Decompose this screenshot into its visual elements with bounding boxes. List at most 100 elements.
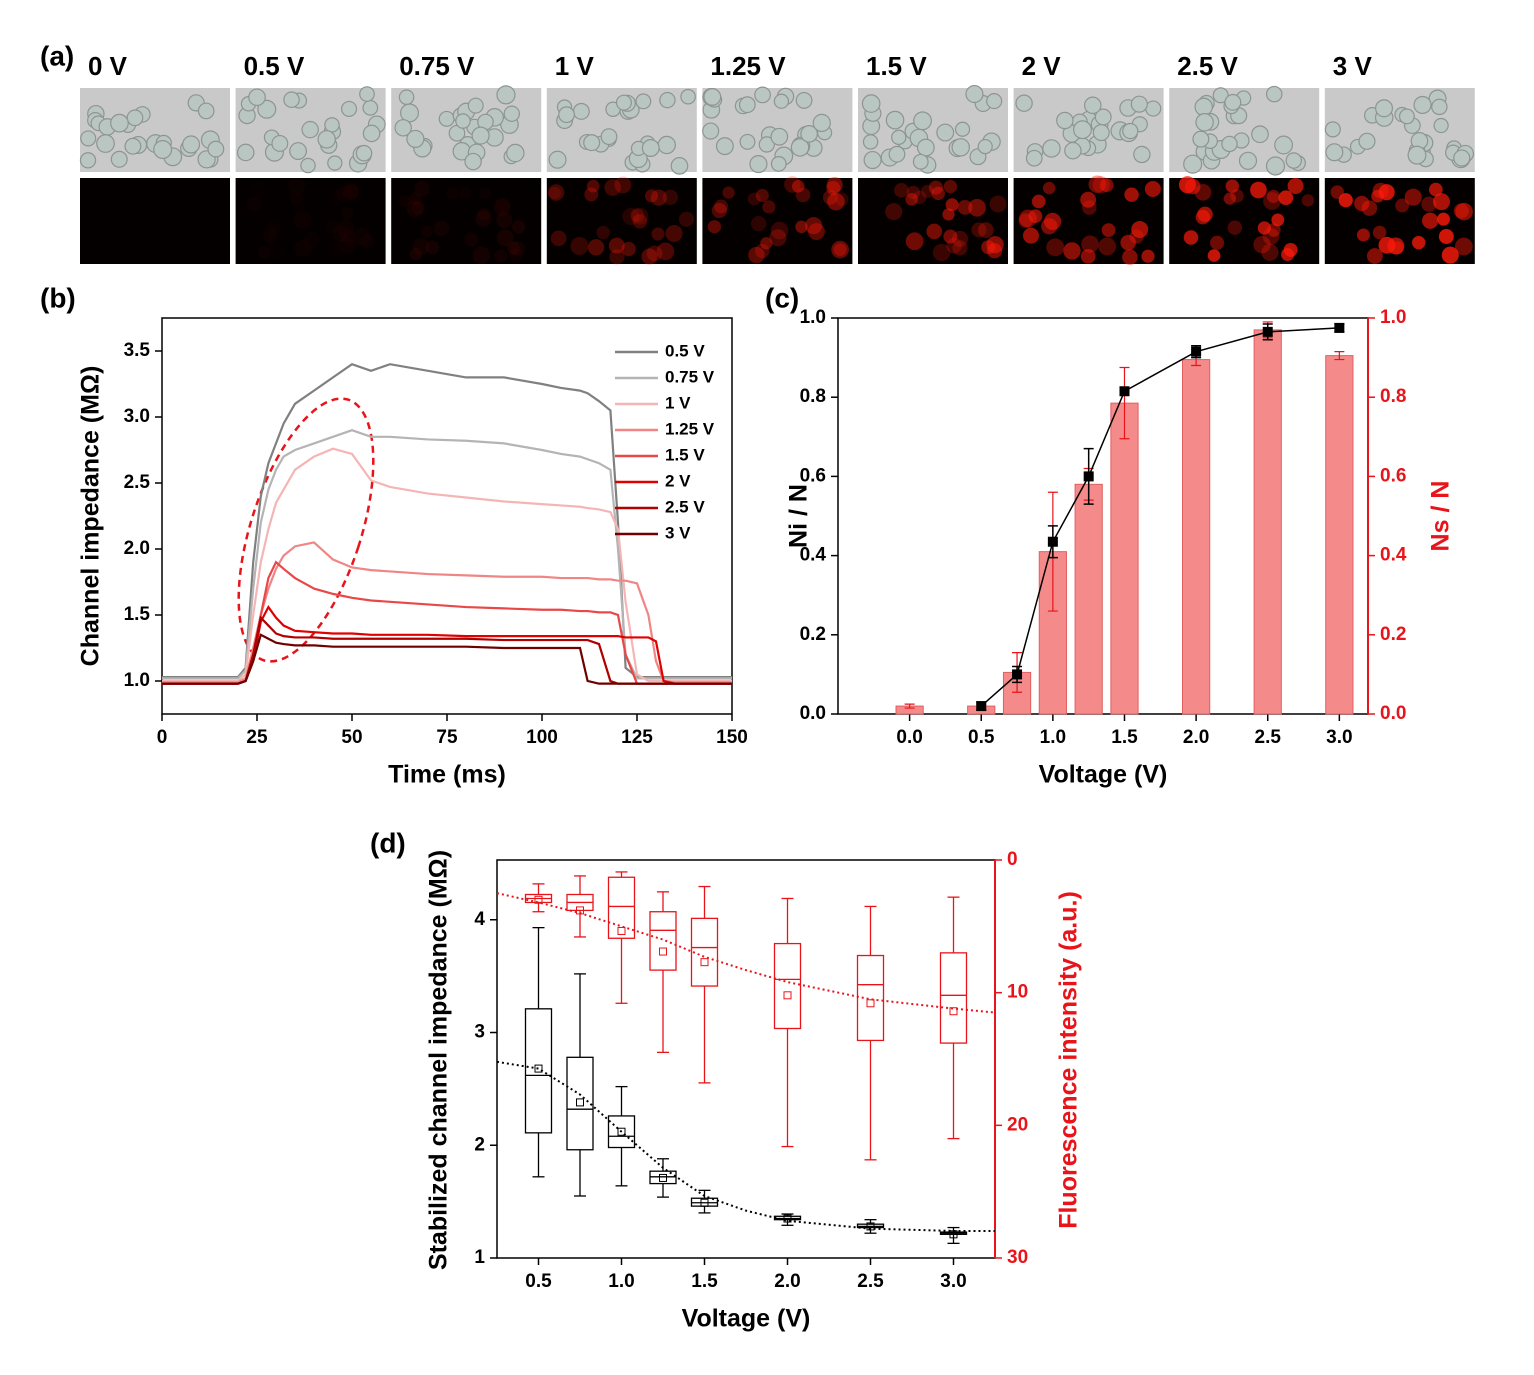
stained-cell: [1372, 225, 1387, 240]
stained-cell: [472, 246, 491, 265]
stained-cell: [906, 185, 921, 200]
stained-cell: [714, 199, 728, 214]
point: [976, 701, 987, 712]
stained-cell: [1120, 234, 1136, 251]
stained-cell: [630, 208, 645, 223]
stained-cell: [268, 243, 284, 259]
cell: [355, 144, 373, 162]
stained-cell: [433, 220, 450, 237]
stained-cell: [945, 198, 959, 212]
cell: [773, 93, 790, 109]
stained-cell: [662, 189, 679, 205]
cell: [394, 119, 412, 137]
y-tick-label: 0.0: [800, 703, 826, 724]
stained-cell: [344, 184, 359, 199]
cell: [1221, 135, 1238, 153]
y-tick-label: 2: [474, 1134, 485, 1155]
stained-cell: [894, 182, 909, 198]
cell: [916, 138, 935, 157]
stained-cell: [420, 225, 433, 238]
legend-label: 1 V: [665, 393, 691, 412]
y-tick-label: 1: [474, 1247, 485, 1268]
stained-cell: [446, 187, 458, 199]
cell: [467, 97, 484, 114]
stained-cell: [1436, 212, 1450, 226]
stained-cell: [604, 179, 622, 196]
stained-cell: [971, 222, 987, 238]
cell: [558, 106, 575, 124]
cell: [715, 137, 734, 156]
stained-cell: [968, 198, 986, 217]
y-tick-label: 2.0: [124, 538, 150, 559]
cell: [1064, 141, 1082, 160]
cell: [862, 134, 879, 150]
stained-cell: [905, 192, 918, 206]
stained-cell: [1101, 223, 1116, 237]
stained-cell: [1197, 206, 1213, 222]
micrograph-grid: [79, 84, 1475, 265]
stained-cell: [1287, 177, 1304, 194]
cell: [1325, 143, 1344, 162]
stained-cell: [596, 225, 610, 240]
cell: [496, 85, 516, 105]
bar: [1325, 355, 1354, 715]
bar: [1253, 329, 1282, 715]
stained-cell: [905, 232, 924, 251]
cell: [1195, 113, 1214, 132]
stained-cell: [425, 240, 440, 255]
stained-cell: [1184, 178, 1201, 195]
stained-cell: [406, 200, 424, 218]
x-axis-label: Time (ms): [388, 761, 506, 789]
stained-cell: [951, 230, 969, 247]
stained-cell: [1404, 188, 1422, 206]
stained-cell: [1278, 190, 1294, 206]
cell: [340, 100, 358, 117]
stained-cell: [722, 186, 735, 199]
y2-tick-label: 0.8: [1380, 386, 1406, 407]
cell: [600, 128, 618, 146]
stained-cell: [826, 181, 841, 196]
voltage-label: 0 V: [88, 51, 128, 81]
cell: [80, 130, 97, 147]
cell: [986, 93, 1003, 110]
cell: [1274, 135, 1294, 155]
stained-cell: [1338, 193, 1353, 208]
stained-cell: [833, 243, 847, 257]
stained-cell: [989, 195, 1007, 213]
stained-cell: [1183, 230, 1199, 245]
x-tick-label: 50: [341, 727, 362, 748]
stained-cell: [246, 197, 261, 212]
cell: [888, 145, 906, 163]
cell: [795, 91, 813, 109]
point: [1047, 536, 1058, 547]
cell: [641, 139, 660, 157]
x-tick-label: 0: [157, 727, 168, 748]
stained-cell: [656, 242, 675, 261]
stained-cell: [496, 212, 513, 229]
bar: [1074, 483, 1103, 715]
stained-cell: [1092, 176, 1110, 194]
y2-tick-label: 20: [1007, 1114, 1028, 1135]
y-tick-label: 0.2: [800, 624, 826, 645]
box: [773, 942, 802, 1030]
x-tick-label: 2.5: [857, 1271, 884, 1292]
y-tick-label: 2.5: [124, 472, 151, 493]
fluorescence-image: [235, 178, 386, 264]
y2-tick-label: 10: [1007, 982, 1028, 1003]
x-tick-label: 125: [621, 727, 653, 748]
x-tick-label: 1.5: [691, 1271, 718, 1292]
cell: [885, 110, 905, 130]
legend-label: 1.25 V: [665, 419, 715, 438]
cell: [1251, 125, 1269, 144]
mean: [700, 1198, 709, 1207]
x-tick-label: 0.0: [896, 727, 922, 748]
stained-cell: [822, 190, 838, 205]
cell: [657, 135, 676, 155]
cell: [1433, 117, 1449, 134]
mean: [534, 895, 543, 904]
fluorescence-image: [391, 178, 542, 264]
voltage-label: 1.25 V: [710, 51, 786, 81]
stained-cell: [931, 186, 945, 201]
stained-cell: [791, 180, 805, 193]
